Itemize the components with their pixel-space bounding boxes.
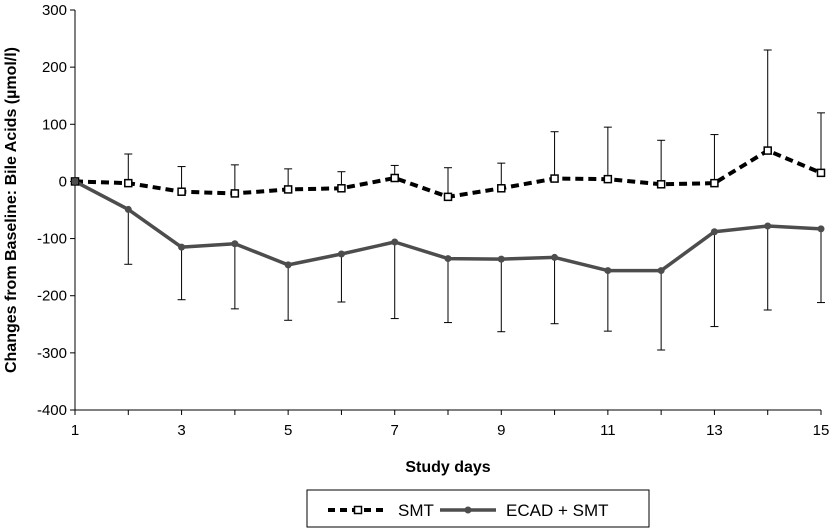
y-tick-label: 100 [42,116,67,133]
data-point-smt [177,187,186,196]
data-point-ecad-smt [284,261,292,269]
y-tick-label: 0 [59,173,67,190]
data-point-smt [443,192,453,202]
series-markers [70,146,826,275]
data-point-smt [550,174,559,183]
data-point-smt [656,180,666,189]
data-point-ecad-smt [497,255,505,263]
y-axis-title: Changes from Baseline: Bile Acids (µmol/… [3,47,20,373]
data-point-ecad-smt [391,238,399,246]
legend-marker-smt [353,505,363,515]
x-tick-label: 15 [813,422,830,439]
data-point-ecad-smt [178,243,186,251]
x-tick-label: 9 [497,422,505,439]
data-point-ecad-smt [764,222,772,230]
x-tick-label: 1 [71,422,79,439]
x-tick-label: 11 [600,422,616,439]
data-point-smt [230,189,240,198]
y-tick-label: -300 [37,345,67,362]
x-tick-label: 7 [391,422,399,439]
data-point-ecad-smt [551,253,559,261]
data-point-ecad-smt [124,205,132,213]
y-tick-label: -100 [37,231,67,248]
data-point-ecad-smt [337,250,345,258]
x-tick-label: 3 [177,422,185,439]
legend-marker-ecad-smt [464,506,472,514]
data-point-smt [497,184,506,193]
x-tick-label: 13 [706,422,723,439]
y-tick-label: 300 [42,2,67,19]
y-tick-label: -400 [37,402,67,419]
y-tick-label: 200 [42,59,67,76]
data-point-smt [390,173,399,183]
data-point-smt [283,185,293,194]
data-point-ecad-smt [604,267,612,275]
legend-label-ecad-smt: ECAD + SMT [506,501,609,520]
data-point-ecad-smt [657,267,665,275]
x-axis-title: Study days [405,459,490,476]
data-point-ecad-smt [231,240,239,248]
data-point-ecad-smt [444,255,452,263]
axes [70,9,822,415]
data-point-ecad-smt [710,228,718,236]
legend: SMT ECAD + SMT [306,489,650,528]
data-point-smt [816,168,826,178]
data-point-smt [337,184,346,193]
data-point-smt [763,146,772,155]
error-bars [124,49,825,351]
data-point-smt [124,178,133,188]
y-tick-label: -200 [37,288,67,305]
data-point-ecad-smt [71,177,79,185]
data-point-smt [710,178,719,188]
data-point-smt [603,174,613,184]
x-tick-label: 5 [284,422,292,439]
data-point-ecad-smt [817,225,825,233]
legend-label-smt: SMT [398,501,434,520]
